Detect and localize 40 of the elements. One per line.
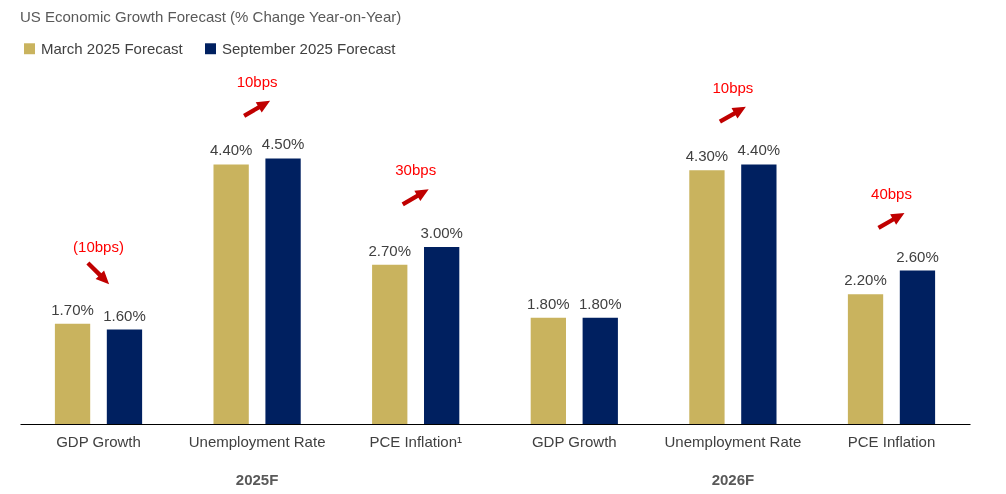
text: 10bps — [236, 72, 278, 90]
data-label: 1.80% — [578, 294, 622, 312]
data-label: 2.20% — [844, 271, 887, 289]
data-label: 4.30% — [685, 147, 729, 165]
legend-label: September 2025 Forecast — [222, 39, 397, 57]
bar — [106, 329, 143, 424]
bar — [899, 270, 936, 424]
bar — [213, 164, 249, 424]
bar — [54, 323, 91, 424]
x-tick-label: PCE Inflation — [847, 432, 936, 450]
data-label: 4.40% — [209, 141, 253, 159]
bar — [689, 170, 725, 424]
bar — [424, 246, 460, 424]
text: 10bps — [712, 78, 754, 96]
bar — [847, 294, 884, 424]
data-label: 1.80% — [527, 294, 570, 312]
bar — [265, 158, 301, 424]
text: 2025F — [235, 471, 279, 488]
annotation: (10bps) — [73, 237, 124, 255]
data-label: 3.00% — [420, 223, 463, 241]
data-label: 4.50% — [261, 135, 305, 153]
x-tick-label: Unemployment Rate — [664, 432, 802, 450]
x-tick-label: GDP Growth — [531, 432, 617, 450]
data-label: 2.70% — [368, 241, 412, 259]
annotation: 40bps — [871, 184, 912, 202]
data-label: 1.60% — [103, 306, 146, 324]
bar — [530, 317, 566, 424]
data-label: 2.60% — [896, 247, 939, 265]
legend-label: March 2025 Forecast — [41, 39, 184, 57]
data-label: 4.40% — [737, 141, 781, 159]
data-label: 1.70% — [51, 300, 94, 318]
x-tick-label: GDP Growth — [56, 432, 141, 450]
annotation: 30bps — [395, 161, 437, 179]
bar — [741, 164, 777, 424]
text: 2026F — [711, 471, 755, 488]
bar — [582, 317, 618, 424]
x-tick-label: Unemployment Rate — [188, 432, 326, 450]
chart-title: US Economic Growth Forecast (% Change Year-on-Year) — [20, 8, 402, 25]
bar — [372, 264, 408, 424]
x-tick-label: PCE Inflation¹ — [369, 432, 462, 450]
